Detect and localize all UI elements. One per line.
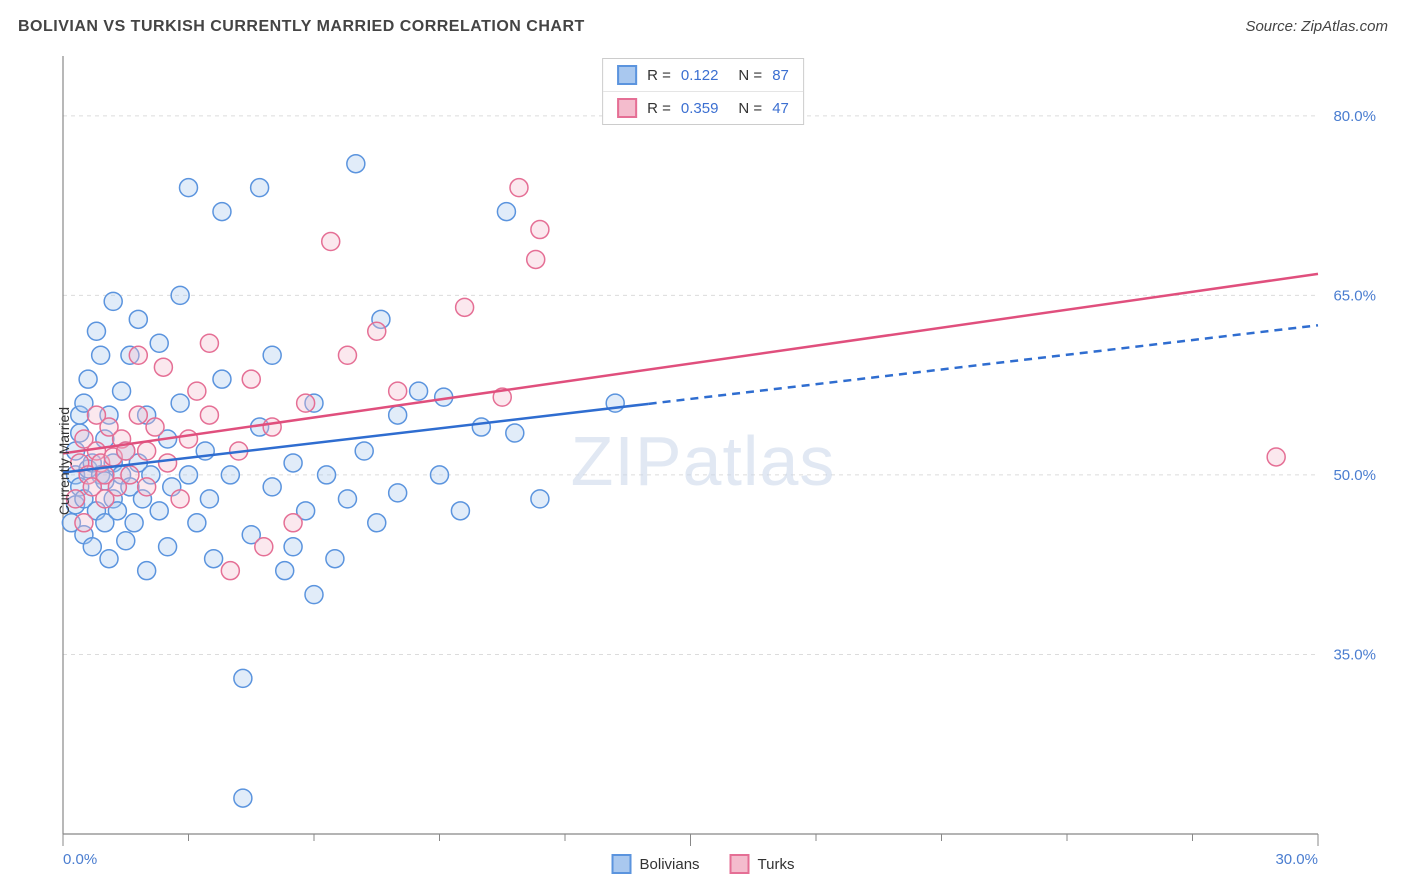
svg-text:35.0%: 35.0% [1333,646,1376,663]
r-value-bolivians: 0.122 [681,67,719,84]
legend-item-bolivians: Bolivians [612,854,700,874]
stats-row-bolivians: R = 0.122 N = 87 [603,59,803,91]
n-label: N = [738,100,762,117]
svg-text:65.0%: 65.0% [1333,287,1376,304]
chart-title: BOLIVIAN VS TURKISH CURRENTLY MARRIED CO… [18,18,585,36]
r-label: R = [647,67,671,84]
n-value-bolivians: 87 [772,67,789,84]
legend-label: Bolivians [640,856,700,873]
source-label: Source: ZipAtlas.com [1245,18,1388,35]
svg-text:80.0%: 80.0% [1333,108,1376,125]
legend-item-turks: Turks [730,854,795,874]
swatch-turks [730,854,750,874]
svg-text:0.0%: 0.0% [63,851,97,868]
svg-text:30.0%: 30.0% [1275,851,1318,868]
header-row: BOLIVIAN VS TURKISH CURRENTLY MARRIED CO… [18,18,1388,36]
stats-row-turks: R = 0.359 N = 47 [603,91,803,124]
swatch-bolivians [612,854,632,874]
r-label: R = [647,100,671,117]
swatch-turks [617,98,637,118]
legend-label: Turks [758,856,795,873]
stats-legend: R = 0.122 N = 87 R = 0.359 N = 47 [602,58,804,125]
series-legend: Bolivians Turks [612,854,795,874]
swatch-bolivians [617,65,637,85]
chart-area: Currently Married 0.0% 30.0% 35.0% 50.0% 65.… [18,48,1388,874]
y-axis-label: Currently Married [56,407,72,515]
svg-text:50.0%: 50.0% [1333,467,1376,484]
chart-svg: 0.0% 30.0% 35.0% 50.0% 65.0% 80.0% [18,48,1388,874]
n-label: N = [738,67,762,84]
r-value-turks: 0.359 [681,100,719,117]
n-value-turks: 47 [772,100,789,117]
